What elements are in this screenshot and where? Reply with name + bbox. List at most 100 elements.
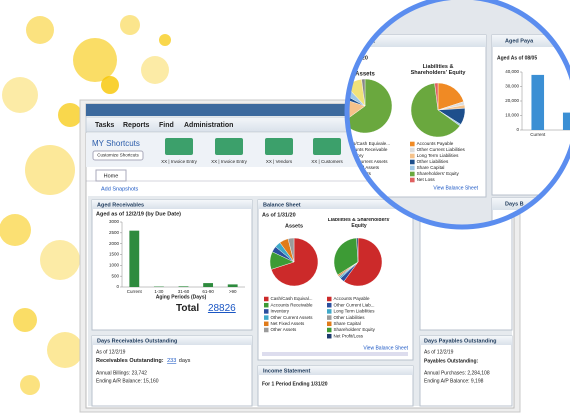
pie-title: Liabilities & Shareholders' Equity xyxy=(327,218,391,229)
y-tick-label: 0 xyxy=(516,127,519,132)
legend-label: Shareholders' Equity xyxy=(417,171,460,176)
legend-swatch xyxy=(410,147,415,153)
legend-label: Cash/Cash Equival... xyxy=(271,296,313,301)
bubbles xyxy=(0,15,171,395)
chart-title: Aged as of 12/2/19 (by Due Date) xyxy=(96,211,181,217)
shortcut-icon[interactable] xyxy=(165,138,193,155)
pie-slice xyxy=(343,237,383,287)
legend-label: Inventory xyxy=(271,309,290,314)
view-link[interactable]: View Balance Sheet xyxy=(433,185,478,191)
pie-slice xyxy=(356,237,359,263)
y-tick-label: 3000 xyxy=(109,219,120,224)
total: Total 28826 xyxy=(176,303,236,314)
legend-label: Net Profit/Loss xyxy=(334,333,364,338)
tab[interactable]: Home xyxy=(104,173,119,179)
menu-item[interactable]: Tasks xyxy=(95,122,114,129)
annual: Annual Billings: 23,742 xyxy=(96,370,147,376)
legend-label: Share Capital xyxy=(417,165,445,170)
legend-swatch xyxy=(327,333,332,339)
legend-label: Long Term Liabilities xyxy=(417,153,459,158)
legend-swatch xyxy=(327,309,332,314)
pie-slice xyxy=(270,237,319,287)
panel-header: Days Receivables Outstanding xyxy=(97,338,177,344)
view-link[interactable]: View Balance Sheet xyxy=(363,345,408,351)
panel-header: Days B xyxy=(505,201,524,207)
scrollbar[interactable] xyxy=(262,352,408,356)
bar xyxy=(129,230,140,287)
legend-swatch xyxy=(264,302,269,308)
total-value[interactable]: 28826 xyxy=(208,303,236,314)
pie-slice xyxy=(348,78,393,134)
as-of: As of 1/31/20 xyxy=(262,212,296,218)
pie-slice xyxy=(361,78,366,107)
pie-title: Assets xyxy=(285,223,303,229)
legend-label: Other Current Assets xyxy=(271,315,314,320)
as-of: Aged As of 08/05 xyxy=(497,55,537,61)
pie-slice xyxy=(434,82,439,111)
bar xyxy=(178,286,189,287)
pie-slice xyxy=(348,86,366,107)
x-tick-label: 31-60 xyxy=(178,289,190,294)
shortcut-label[interactable]: XX | Customers xyxy=(311,159,343,164)
outstanding-label: Receivables Outstanding: xyxy=(96,358,164,364)
legend-label: Other Current Liabilities xyxy=(417,147,466,152)
panel-header: Days Payables Outstanding xyxy=(424,338,496,344)
ending: Ending A/R Balance: 15,160 xyxy=(96,378,159,384)
pie-title-box: Liabilities & Shareholders' Equity xyxy=(411,64,466,76)
bar xyxy=(531,74,545,130)
pie-slice xyxy=(410,82,461,138)
magnifier-ring xyxy=(344,0,570,230)
legend-swatch xyxy=(264,296,269,302)
x-tick-label: 1-30 xyxy=(154,289,164,294)
as-of: As of 12/2/19 xyxy=(424,349,454,355)
shortcut-icon[interactable] xyxy=(313,138,341,155)
legend-label: Accounts Payable xyxy=(417,141,454,146)
ending: Ending A/P Balance: 9,198 xyxy=(424,378,484,384)
legend-label: Accounts Receivable xyxy=(345,147,388,152)
shortcut-label[interactable]: XX | Invoice Entry xyxy=(211,159,247,164)
menu-item[interactable]: Reports xyxy=(123,122,150,129)
panel-header: Aged Paya xyxy=(505,38,534,44)
y-tick-label: 30,000 xyxy=(505,84,519,89)
legend-label: Other Assets xyxy=(271,327,298,332)
panel-header: Aged Receivables xyxy=(97,202,144,208)
x-axis-label: Aging Periods (Days) xyxy=(156,294,207,300)
y-tick-label: 1000 xyxy=(109,263,120,268)
legend-label: Net Loss xyxy=(417,177,436,182)
shortcut-icon[interactable] xyxy=(215,138,243,155)
y-tick-label: 2000 xyxy=(109,241,120,246)
bar xyxy=(227,284,238,287)
as-of: As of 12/2/19 xyxy=(96,349,126,355)
y-tick-label: 40,000 xyxy=(505,69,519,74)
x-tick-label: 61-90 xyxy=(202,289,214,294)
period: For 1 Period Ending 1/31/20 xyxy=(262,381,328,387)
outstanding-value[interactable]: 233 xyxy=(167,358,176,364)
outstanding: Receivables Outstanding: 233 days xyxy=(96,358,191,364)
shortcut-label[interactable]: XX | Vendors xyxy=(266,159,293,164)
customize-button[interactable]: Customize Shortcuts xyxy=(97,153,139,158)
legend-label: Cash/Cash Equivale... xyxy=(345,141,390,146)
menu-item[interactable]: Find xyxy=(159,122,174,129)
bar xyxy=(562,112,570,130)
legend-swatch xyxy=(410,165,415,171)
total-label: Total xyxy=(176,303,199,314)
shortcuts-title: MY Shortcuts xyxy=(92,139,140,148)
pie-title-box: Liabilities & Shareholders' Equity xyxy=(327,218,391,229)
pie-slice xyxy=(333,237,359,276)
legend-label: Other Current Liab... xyxy=(334,302,375,307)
shortcut-icon[interactable] xyxy=(265,138,293,155)
add-snapshots-link[interactable]: Add Snapshots xyxy=(101,186,139,192)
shortcut-label[interactable]: XX | Invoice Entry xyxy=(161,159,197,164)
legend-swatch xyxy=(327,315,332,320)
magnifier: Sheet 30/2020 Assets Liabilities & Share… xyxy=(345,0,570,226)
legend-label: Other Liabilities xyxy=(334,315,366,320)
y-tick-label: 0 xyxy=(116,284,119,289)
panel-header: Balance Sheet xyxy=(263,202,301,208)
menu-item[interactable]: Administration xyxy=(184,122,233,129)
legend-swatch xyxy=(327,321,332,327)
legend-label: Other Current Assets xyxy=(345,159,389,164)
legend-swatch xyxy=(410,159,415,165)
legend-label: Other Liabilities xyxy=(417,159,449,164)
